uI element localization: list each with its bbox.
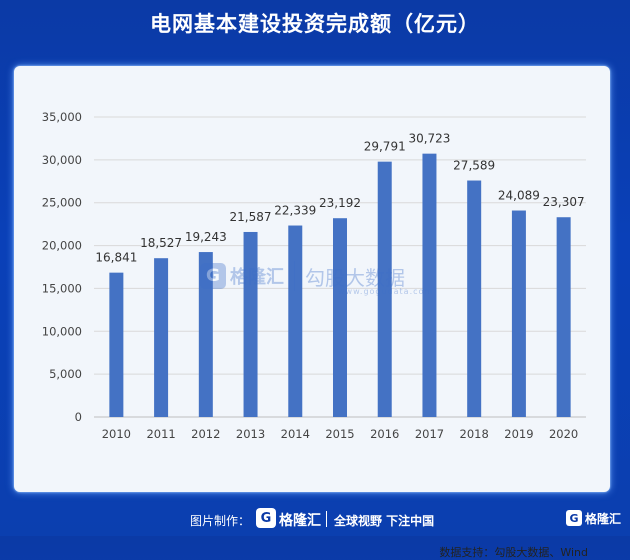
bar-2013 [243, 231, 258, 417]
bar-chart: 0 5,000 10,000 15,000 20,000 25,000 30,000 35,0… [42, 110, 586, 441]
y-tick-label: 30,000 [42, 153, 82, 167]
value-label-2013: 21,587 [230, 210, 272, 224]
brand-logo-icon: G [256, 508, 276, 528]
value-label-2017: 30,723 [408, 132, 450, 146]
x-axis-ticks: 2010 2011 2012 2013 2014 2015 2016 2017 2018 2019… [102, 427, 579, 441]
corner-logo-icon: G [566, 510, 582, 526]
bar-2014 [288, 225, 303, 417]
data-source: 数据支持：勾股大数据、Wind [439, 546, 588, 559]
value-label-2019: 24,089 [498, 189, 540, 203]
value-label-2012: 19,243 [185, 230, 227, 244]
footer-divider [326, 511, 327, 527]
value-label-2011: 18,527 [140, 236, 182, 250]
value-label-2018: 27,589 [453, 159, 495, 173]
bar-2018 [467, 180, 482, 417]
bar-2015 [333, 218, 347, 417]
x-tick-label-2012: 2012 [191, 427, 220, 441]
y-tick-label: 35,000 [42, 110, 82, 124]
bar-2010 [109, 272, 124, 417]
value-label-2016: 29,791 [364, 140, 406, 154]
x-tick-label-2014: 2014 [281, 427, 310, 441]
bar-2019 [511, 210, 526, 417]
footer: 图片制作： G 格隆汇 全球视野 下注中国 G 格隆汇 [0, 504, 630, 536]
value-label-2014: 22,339 [274, 204, 316, 218]
y-tick-label: 20,000 [42, 239, 82, 253]
corner-brand-name: 格隆汇 [585, 512, 622, 526]
x-tick-label-2018: 2018 [460, 427, 489, 441]
chart-panel: 0 5,000 10,000 15,000 20,000 25,000 30,000 35,0… [14, 66, 610, 559]
x-tick-label-2019: 2019 [504, 427, 533, 441]
value-label-2015: 23,192 [319, 196, 361, 210]
bar-2011 [154, 258, 169, 417]
x-tick-label-2016: 2016 [370, 427, 399, 441]
bar-2012 [198, 252, 213, 417]
value-label-2020: 23,307 [543, 195, 585, 209]
y-axis-ticks: 0 5,000 10,000 15,000 20,000 25,000 30,000 35,0… [42, 110, 82, 424]
y-tick-label: 0 [75, 410, 82, 424]
value-label-2010: 16,841 [95, 251, 137, 265]
y-tick-label: 15,000 [42, 281, 82, 295]
y-tick-label: 25,000 [42, 196, 82, 210]
x-tick-label-2011: 2011 [146, 427, 175, 441]
y-tick-label: 5,000 [49, 367, 82, 381]
brand-name: 格隆汇 [279, 513, 321, 529]
made-by-label: 图片制作： [190, 514, 251, 528]
brand-slogan: 全球视野 下注中国 [334, 514, 435, 528]
chart-title: 电网基本建设投资完成额（亿元） [150, 12, 480, 36]
x-tick-label-2013: 2013 [236, 427, 265, 441]
x-tick-label-2020: 2020 [549, 427, 578, 441]
bar-2017 [422, 153, 437, 417]
x-tick-label-2017: 2017 [415, 427, 444, 441]
bar-2020 [556, 217, 571, 417]
x-tick-label-2010: 2010 [102, 427, 131, 441]
bars [109, 153, 571, 417]
y-tick-label: 10,000 [42, 324, 82, 338]
x-tick-label-2015: 2015 [325, 427, 354, 441]
bar-2016 [377, 161, 392, 417]
